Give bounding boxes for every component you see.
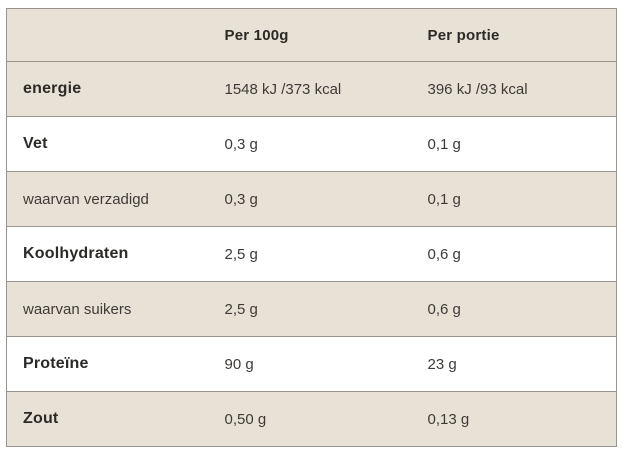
value-per-100g: 0,50 g xyxy=(208,391,412,447)
table-row-energie: energie 1548 kJ /373 kcal 396 kJ /93 kca… xyxy=(6,61,617,117)
table-header-row: Per 100g Per portie xyxy=(6,8,617,62)
table-row-waarvan-verzadigd: waarvan verzadigd 0,3 g 0,1 g xyxy=(6,171,617,227)
value-per-100g: 2,5 g xyxy=(208,226,412,282)
row-label: Zout xyxy=(6,391,209,447)
value-per-100g: 90 g xyxy=(208,336,412,392)
row-label: energie xyxy=(6,61,209,117)
table-row-vet: Vet 0,3 g 0,1 g xyxy=(6,116,617,172)
nutrition-table-container: Per 100g Per portie energie 1548 kJ /373… xyxy=(6,8,617,447)
table-row-zout: Zout 0,50 g 0,13 g xyxy=(6,391,617,447)
value-per-100g: 0,3 g xyxy=(208,116,412,172)
table-row-waarvan-suikers: waarvan suikers 2,5 g 0,6 g xyxy=(6,281,617,337)
row-label: Koolhydraten xyxy=(6,226,209,282)
value-per-portie: 0,13 g xyxy=(411,391,617,447)
value-per-portie: 23 g xyxy=(411,336,617,392)
value-per-portie: 0,6 g xyxy=(411,226,617,282)
row-label: Vet xyxy=(6,116,209,172)
header-cell-per-portie: Per portie xyxy=(411,8,617,62)
value-per-100g: 1548 kJ /373 kcal xyxy=(208,61,412,117)
table-row-proteine: Proteïne 90 g 23 g xyxy=(6,336,617,392)
value-per-portie: 396 kJ /93 kcal xyxy=(411,61,617,117)
value-per-100g: 0,3 g xyxy=(208,171,412,227)
row-label: Proteïne xyxy=(6,336,209,392)
row-label: waarvan suikers xyxy=(6,281,209,337)
value-per-portie: 0,1 g xyxy=(411,116,617,172)
value-per-portie: 0,1 g xyxy=(411,171,617,227)
header-cell-empty xyxy=(6,8,209,62)
row-label: waarvan verzadigd xyxy=(6,171,209,227)
value-per-100g: 2,5 g xyxy=(208,281,412,337)
header-cell-per-100g: Per 100g xyxy=(208,8,412,62)
table-row-koolhydraten: Koolhydraten 2,5 g 0,6 g xyxy=(6,226,617,282)
nutrition-table: Per 100g Per portie energie 1548 kJ /373… xyxy=(6,8,617,447)
value-per-portie: 0,6 g xyxy=(411,281,617,337)
